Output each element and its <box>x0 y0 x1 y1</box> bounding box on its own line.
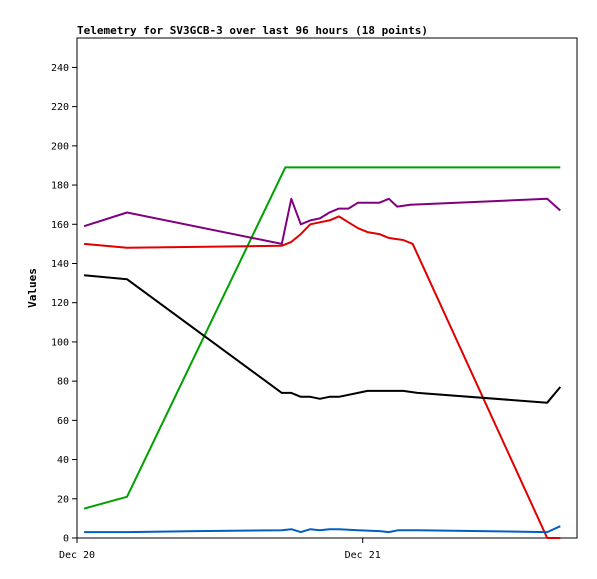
y-tick-label: 100 <box>51 337 69 348</box>
y-axis-ticks: 0 20 40 60 80 100 120 140 160 180 200 220 240 <box>51 63 77 545</box>
series-line-5 <box>84 525 561 534</box>
series-line-1 <box>83 166 561 510</box>
x-tick-label: Dec 20 <box>59 550 95 561</box>
y-tick-label: 80 <box>57 377 69 388</box>
y-tick-label: 60 <box>57 416 69 427</box>
y-tick-label: 160 <box>51 220 69 231</box>
x-axis-ticks: Dec 20 Dec 21 <box>59 538 381 561</box>
y-tick-label: 180 <box>51 181 69 192</box>
y-tick-label: 120 <box>51 298 69 309</box>
plot-frame <box>76 37 578 539</box>
y-tick-label: 200 <box>51 141 69 152</box>
x-tick-label: Dec 21 <box>345 550 381 561</box>
y-tick-label: 0 <box>63 534 69 545</box>
series-lines <box>83 166 562 539</box>
series-line-2 <box>83 197 561 245</box>
series-line-4 <box>84 274 562 404</box>
y-tick-label: 20 <box>57 494 69 505</box>
y-tick-label: 220 <box>51 102 69 113</box>
chart-title: Telemetry for SV3GCB-3 over last 96 hour… <box>77 24 428 37</box>
y-tick-label: 40 <box>57 455 69 466</box>
y-tick-label: 240 <box>51 63 69 74</box>
y-tick-label: 140 <box>51 259 69 270</box>
series-line-3 <box>84 215 561 539</box>
y-axis-label: Values <box>26 268 39 308</box>
